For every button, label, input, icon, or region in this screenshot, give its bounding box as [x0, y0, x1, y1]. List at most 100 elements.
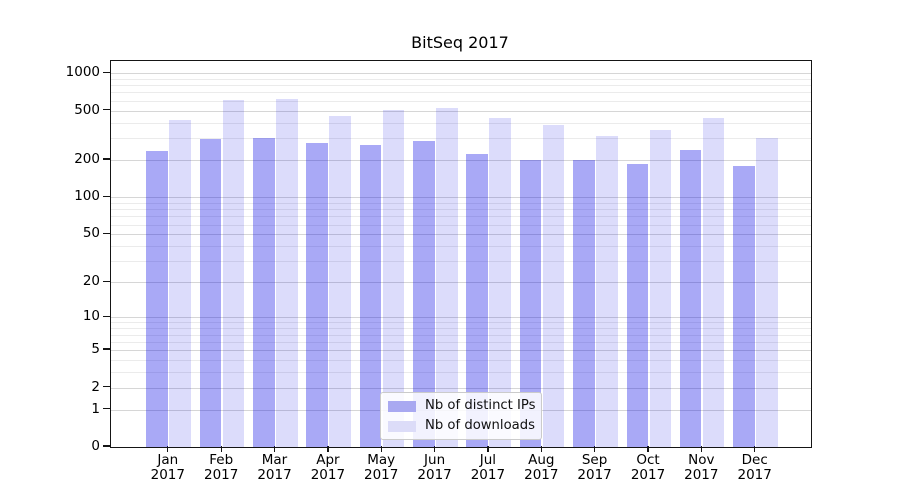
gridline-major — [111, 73, 811, 75]
y-tick-label-500: 500 — [74, 101, 100, 118]
gridline-major — [111, 197, 811, 199]
legend-swatch-downloads — [388, 420, 416, 432]
bar-nb-of-downloads-nov — [702, 118, 725, 447]
gridline-minor — [111, 224, 811, 226]
x-tick — [327, 446, 329, 452]
legend-label-distinct-ips: Nb of distinct IPs — [425, 398, 536, 413]
gridline-minor — [111, 85, 811, 87]
gridline-major — [111, 350, 811, 351]
y-tick-label-100: 100 — [74, 188, 100, 205]
x-tick-label-jan: Jan 2017 — [150, 452, 185, 483]
gridline-major — [111, 282, 811, 284]
legend-item-distinct-ips: Nb of distinct IPs — [388, 397, 536, 415]
gridline-minor — [111, 122, 811, 124]
legend-label-downloads: Nb of downloads — [425, 418, 535, 433]
x-tick-label-apr: Apr 2017 — [310, 452, 346, 483]
y-tick — [103, 108, 110, 111]
bar-nb-of-distinct-ips-mar — [253, 138, 275, 447]
bar-nb-of-downloads-jun — [436, 107, 458, 447]
y-tick-label-200: 200 — [74, 151, 100, 167]
x-tick-label-feb: Feb 2017 — [204, 452, 239, 483]
y-tick-label-1: 1 — [91, 400, 100, 417]
y-tick — [103, 195, 110, 197]
x-tick — [540, 446, 542, 452]
bar-nb-of-distinct-ips-sep — [573, 160, 595, 447]
x-tick — [220, 446, 222, 452]
gridline-minor — [111, 328, 811, 330]
bar-nb-of-downloads-may — [382, 110, 405, 447]
bar-nb-of-distinct-ips-apr — [306, 143, 328, 447]
y-tick — [103, 315, 110, 317]
x-tick — [647, 446, 649, 452]
y-tick-label-10: 10 — [82, 308, 100, 325]
bar-nb-of-downloads-feb — [222, 100, 245, 447]
x-tick-label-aug: Aug 2017 — [524, 452, 559, 483]
bar-nb-of-downloads-mar — [276, 99, 298, 447]
x-tick — [754, 446, 756, 452]
x-tick — [433, 446, 436, 452]
gridline-minor — [111, 78, 811, 80]
gridline-minor — [111, 261, 811, 263]
bar-nb-of-distinct-ips-feb — [199, 139, 222, 447]
legend-swatch-distinct-ips — [388, 400, 416, 412]
y-tick — [103, 232, 110, 234]
bar-nb-of-downloads-jul — [489, 118, 511, 447]
x-tick — [594, 446, 596, 452]
gridline-minor — [111, 138, 811, 140]
gridline-major — [111, 387, 811, 389]
y-tick-label-0: 0 — [91, 438, 100, 454]
y-tick — [103, 348, 110, 350]
x-tick-label-may: May 2017 — [364, 452, 399, 483]
gridline-minor — [111, 246, 811, 247]
x-tick-label-nov: Nov 2017 — [684, 452, 719, 483]
bar-nb-of-distinct-ips-nov — [679, 150, 702, 447]
x-tick — [487, 446, 489, 452]
x-tick-label-dec: Dec 2017 — [737, 452, 772, 483]
y-tick — [103, 280, 110, 282]
gridline-major — [111, 110, 811, 112]
bar-nb-of-distinct-ips-oct — [626, 163, 648, 447]
bar-nb-of-downloads-dec — [756, 138, 778, 447]
y-tick — [103, 385, 110, 388]
x-tick-label-mar: Mar 2017 — [257, 452, 292, 483]
y-tick-label-5: 5 — [91, 341, 100, 357]
y-tick-label-2: 2 — [91, 378, 100, 395]
x-tick-label-jul: Jul 2017 — [470, 452, 506, 483]
bar-nb-of-downloads-jan — [169, 119, 191, 447]
y-tick — [103, 158, 110, 160]
gridline-minor — [111, 92, 811, 94]
plot-area — [110, 60, 812, 448]
x-tick — [700, 446, 702, 452]
gridline-minor — [111, 341, 811, 343]
gridline-minor — [111, 209, 811, 211]
gridline-minor — [111, 372, 811, 373]
gridline-major — [111, 317, 811, 319]
gridline-minor — [111, 334, 811, 336]
gridline-major — [111, 234, 811, 236]
x-tick — [167, 446, 169, 452]
y-tick-label-50: 50 — [82, 225, 100, 242]
gridline-minor — [111, 216, 811, 218]
x-tick — [273, 446, 276, 452]
bar-nb-of-downloads-sep — [596, 135, 618, 447]
bar-nb-of-distinct-ips-aug — [519, 160, 542, 447]
x-tick-label-jun: Jun 2017 — [417, 452, 452, 483]
x-tick-label-sep: Sep 2017 — [577, 452, 612, 483]
y-tick — [103, 445, 110, 447]
y-tick-label-20: 20 — [82, 273, 100, 290]
legend-item-downloads: Nb of downloads — [388, 417, 535, 435]
y-tick-label-1000: 1000 — [65, 64, 100, 81]
gridline-minor — [111, 322, 811, 324]
bar-nb-of-distinct-ips-jun — [413, 141, 435, 447]
gridline-major — [111, 160, 811, 161]
y-tick — [103, 71, 110, 73]
bar-nb-of-distinct-ips-jul — [466, 154, 488, 447]
chart-title: BitSeq 2017 — [411, 33, 509, 52]
bar-nb-of-downloads-oct — [649, 130, 671, 447]
gridline-minor — [111, 359, 811, 361]
x-tick-label-oct: Oct 2017 — [630, 452, 666, 483]
bar-nb-of-distinct-ips-jan — [146, 150, 168, 447]
bar-nb-of-distinct-ips-may — [359, 144, 382, 447]
bar-nb-of-distinct-ips-dec — [733, 165, 755, 447]
bar-nb-of-downloads-aug — [542, 124, 565, 447]
